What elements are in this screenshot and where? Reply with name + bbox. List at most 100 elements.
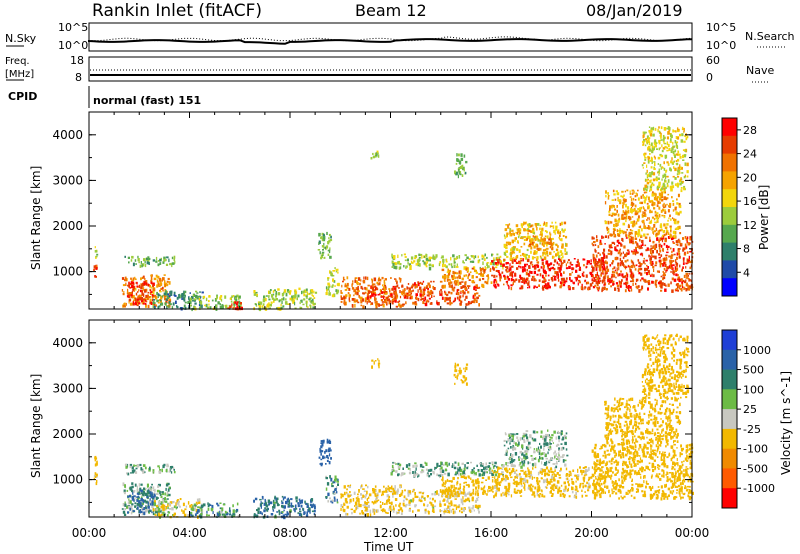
- heatmap-cell: [629, 235, 632, 238]
- heatmap-cell: [344, 284, 347, 288]
- heatmap-cell: [448, 284, 451, 288]
- heatmap-cell: [165, 263, 169, 266]
- heatmap-cell: [530, 271, 533, 274]
- heatmap-cell: [532, 266, 535, 268]
- heatmap-cell: [289, 291, 291, 295]
- heatmap-cell: [594, 284, 597, 287]
- heatmap-cell: [487, 476, 490, 480]
- heatmap-cell: [221, 513, 225, 516]
- heatmap-cell: [463, 266, 466, 270]
- heatmap-cell: [166, 280, 169, 283]
- heatmap-cell: [543, 278, 546, 280]
- heatmap-cell: [382, 502, 384, 505]
- heatmap-cell: [405, 266, 407, 269]
- heatmap-cell: [407, 294, 411, 297]
- heatmap-cell: [357, 301, 360, 304]
- colorbar-swatch: [722, 118, 737, 137]
- heatmap-cell: [464, 464, 466, 468]
- heatmap-cell: [652, 202, 656, 204]
- heatmap-cell: [330, 500, 332, 503]
- heatmap-cell: [544, 230, 547, 232]
- heatmap-cell: [157, 275, 160, 279]
- heatmap-cell: [650, 158, 653, 162]
- heatmap-cell: [657, 170, 660, 174]
- heatmap-cell: [239, 304, 242, 308]
- heatmap-cell: [272, 509, 275, 512]
- heatmap-cell: [425, 468, 428, 471]
- heatmap-cell: [668, 148, 671, 151]
- heatmap-cell: [136, 303, 139, 307]
- heatmap-cell: [236, 306, 238, 310]
- heatmap-cell: [325, 286, 328, 290]
- heatmap-cell: [128, 505, 130, 510]
- heatmap-cell: [674, 269, 677, 272]
- heatmap-cell: [324, 450, 326, 454]
- heatmap-cell: [423, 286, 426, 291]
- heatmap-cell: [256, 509, 259, 512]
- heatmap-cell: [515, 248, 518, 251]
- heatmap-cell: [447, 472, 450, 477]
- y-tick-label: 3000: [52, 173, 83, 187]
- heatmap-cell: [375, 286, 377, 290]
- heatmap-cell: [161, 286, 164, 290]
- heatmap-cell: [647, 138, 650, 142]
- heatmap-cell: [544, 251, 547, 256]
- heatmap-cell: [506, 270, 509, 273]
- heatmap-cell: [274, 289, 276, 292]
- heatmap-cell: [661, 263, 664, 265]
- heatmap-cell: [653, 224, 656, 228]
- heatmap-cell: [143, 282, 146, 286]
- heatmap-cell: [128, 281, 130, 285]
- heatmap-cell: [670, 188, 673, 191]
- heatmap-cell: [615, 282, 619, 285]
- heatmap-cell: [658, 243, 661, 247]
- heatmap-cell: [409, 297, 412, 300]
- heatmap-cell: [670, 270, 672, 273]
- heatmap-cell: [390, 487, 393, 490]
- heatmap-cell: [561, 257, 563, 261]
- heatmap-cell: [363, 495, 365, 498]
- heatmap-cell: [187, 301, 190, 304]
- heatmap-cell: [454, 504, 457, 507]
- heatmap-cell: [275, 295, 277, 298]
- heatmap-cell: [598, 277, 601, 280]
- heatmap-cell: [682, 258, 685, 262]
- heatmap-cell: [640, 288, 643, 291]
- heatmap-cell: [421, 293, 425, 297]
- heatmap-cell: [187, 501, 190, 505]
- heatmap-cell: [519, 237, 523, 239]
- heatmap-cell: [472, 483, 475, 487]
- heatmap-cell: [174, 260, 176, 264]
- heatmap-cell: [340, 493, 343, 495]
- heatmap-cell: [486, 262, 489, 264]
- heatmap-cell: [465, 274, 468, 277]
- colorbar-swatch: [722, 207, 737, 226]
- heatmap-cell: [208, 303, 210, 306]
- heatmap-cell: [148, 500, 150, 504]
- heatmap-cell: [543, 242, 546, 245]
- heatmap-cell: [346, 286, 349, 289]
- heatmap-cell: [553, 264, 555, 266]
- heatmap-cell: [356, 291, 359, 296]
- heatmap-cell: [392, 487, 395, 491]
- heatmap-cell: [137, 495, 140, 499]
- heatmap-cell: [407, 283, 410, 285]
- heatmap-cell: [570, 279, 573, 283]
- heatmap-cell: [621, 196, 624, 198]
- heatmap-cell: [202, 503, 206, 507]
- heatmap-cell: [450, 256, 452, 261]
- heatmap-cell: [346, 491, 348, 494]
- heatmap-cell: [320, 254, 323, 258]
- heatmap-cell: [141, 263, 145, 267]
- heatmap-cell: [682, 149, 686, 151]
- heatmap-cell: [689, 236, 692, 239]
- heatmap-cell: [263, 509, 266, 513]
- heatmap-cell: [661, 239, 664, 243]
- heatmap-cell: [168, 302, 171, 306]
- heatmap-cell: [637, 210, 640, 213]
- heatmap-cell: [382, 304, 385, 308]
- heatmap-cell: [640, 263, 643, 265]
- heatmap-cell: [525, 271, 528, 276]
- heatmap-cell: [326, 460, 329, 462]
- heatmap-cell: [527, 286, 529, 289]
